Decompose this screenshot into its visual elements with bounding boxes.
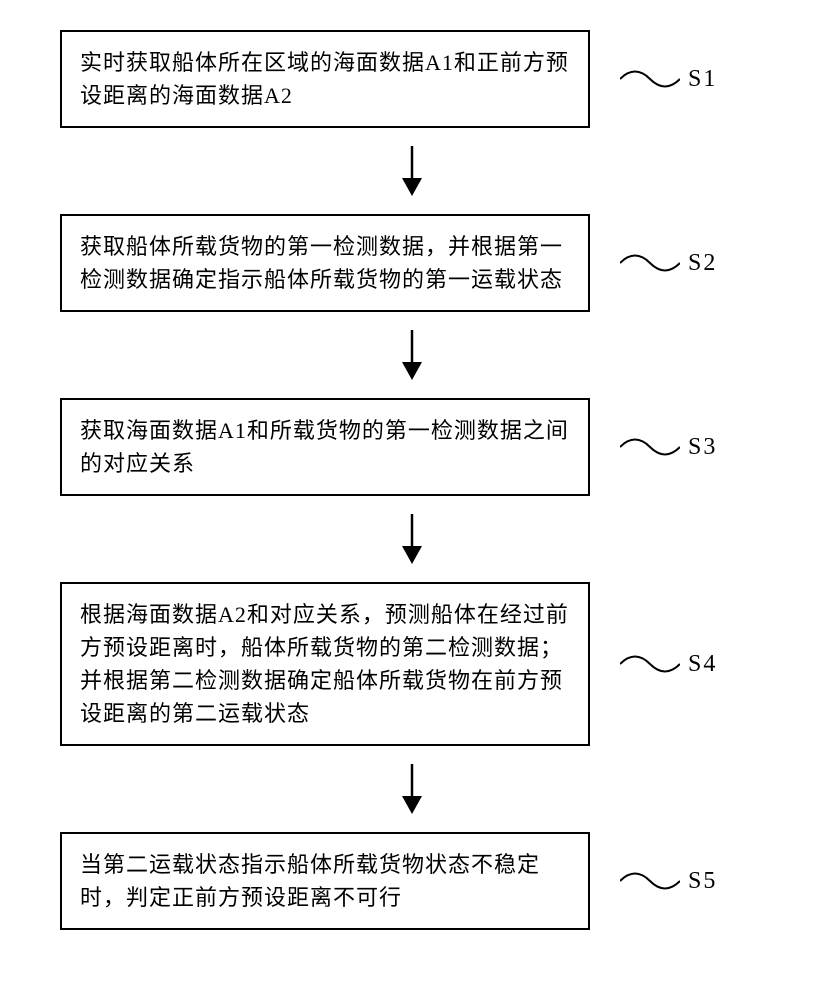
step-label-4: S4 (688, 651, 717, 678)
label-container-2: S2 (620, 243, 717, 283)
arrow-4 (147, 746, 677, 832)
step-box-3: 获取海面数据A1和所载货物的第一检测数据之间的对应关系 (60, 398, 590, 496)
arrow-2 (147, 312, 677, 398)
step-row-5: 当第二运载状态指示船体所载货物状态不稳定时，判定正前方预设距离不可行 S5 (60, 832, 763, 930)
step-row-4: 根据海面数据A2和对应关系，预测船体在经过前方预设距离时，船体所载货物的第二检测… (60, 582, 763, 746)
arrow-1 (147, 128, 677, 214)
label-container-4: S4 (620, 644, 717, 684)
step-box-5: 当第二运载状态指示船体所载货物状态不稳定时，判定正前方预设距离不可行 (60, 832, 590, 930)
curve-connector-4 (620, 644, 680, 684)
label-container-5: S5 (620, 861, 717, 901)
flowchart-container: 实时获取船体所在区域的海面数据A1和正前方预设距离的海面数据A2 S1 获取船体… (60, 30, 763, 930)
step-label-5: S5 (688, 868, 717, 895)
curve-connector-5 (620, 861, 680, 901)
step-row-2: 获取船体所载货物的第一检测数据，并根据第一检测数据确定指示船体所载货物的第一运载… (60, 214, 763, 312)
step-box-4: 根据海面数据A2和对应关系，预测船体在经过前方预设距离时，船体所载货物的第二检测… (60, 582, 590, 746)
step-label-1: S1 (688, 66, 717, 93)
arrow-3 (147, 496, 677, 582)
curve-connector-3 (620, 427, 680, 467)
step-row-1: 实时获取船体所在区域的海面数据A1和正前方预设距离的海面数据A2 S1 (60, 30, 763, 128)
step-box-2: 获取船体所载货物的第一检测数据，并根据第一检测数据确定指示船体所载货物的第一运载… (60, 214, 590, 312)
step-label-3: S3 (688, 434, 717, 461)
curve-connector-2 (620, 243, 680, 283)
step-label-2: S2 (688, 250, 717, 277)
step-box-1: 实时获取船体所在区域的海面数据A1和正前方预设距离的海面数据A2 (60, 30, 590, 128)
label-container-3: S3 (620, 427, 717, 467)
curve-connector-1 (620, 59, 680, 99)
step-row-3: 获取海面数据A1和所载货物的第一检测数据之间的对应关系 S3 (60, 398, 763, 496)
label-container-1: S1 (620, 59, 717, 99)
